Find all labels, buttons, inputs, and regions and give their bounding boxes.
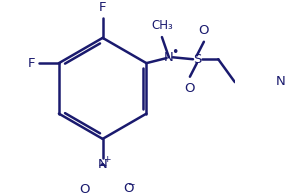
Text: N: N (164, 51, 174, 64)
Text: O: O (79, 183, 90, 196)
Text: N: N (276, 75, 286, 88)
Text: F: F (99, 1, 106, 14)
Text: •: • (171, 46, 178, 59)
Text: O: O (199, 24, 209, 37)
Text: −: − (127, 180, 134, 189)
Text: N: N (98, 158, 107, 171)
Text: F: F (28, 57, 36, 70)
Text: O: O (123, 182, 133, 195)
Text: O: O (185, 82, 195, 95)
Text: S: S (193, 53, 201, 66)
Text: +: + (104, 155, 111, 164)
Text: CH₃: CH₃ (151, 19, 173, 32)
